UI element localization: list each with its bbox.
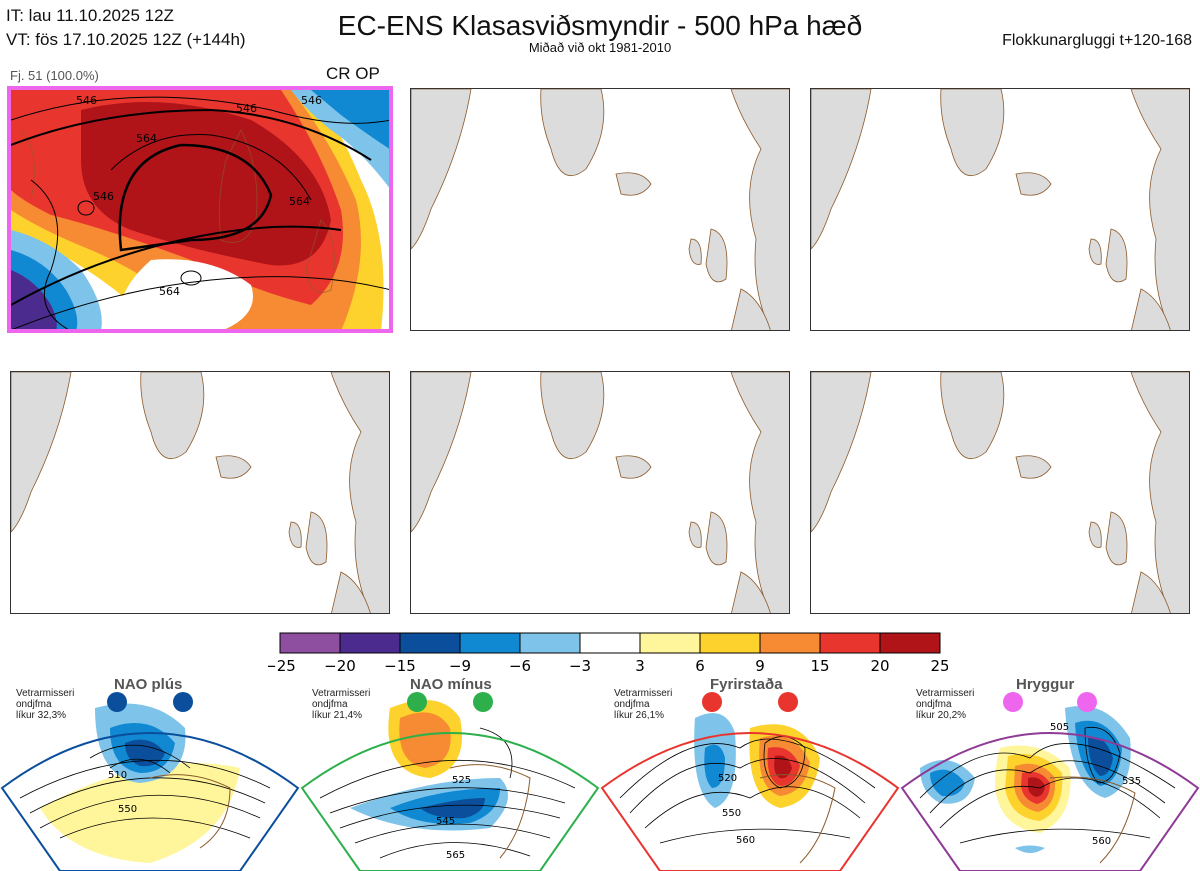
colorbar-swatch — [699, 632, 761, 654]
contour-label: 564 — [159, 285, 180, 298]
contour-label: 546 — [76, 94, 97, 107]
contour-label: 535 — [1122, 776, 1141, 787]
colorbar-tick-label: 9 — [755, 657, 765, 675]
regime-map-blocking: 520 550 560 — [600, 692, 900, 871]
colorbar-tick-label: 20 — [870, 657, 889, 675]
colorbar-swatch — [879, 632, 941, 654]
colorbar-tick-label: 25 — [930, 657, 948, 675]
contour-label: 520 — [718, 773, 737, 784]
colorbar-swatch — [759, 632, 821, 654]
colorbar-tick-label: −25 — [268, 657, 296, 675]
regime-name-blocking: Fyrirstaða — [710, 676, 783, 693]
cluster-map-5[interactable] — [410, 371, 790, 614]
page-title: EC-ENS Klasasviðsmyndir - 500 hPa hæð — [337, 10, 863, 41]
regime-name-nao-plus: NAO plús — [114, 676, 183, 693]
regime-note: Vetrarmisseri ondjfma líkur 26,1% — [614, 688, 673, 721]
basemap — [411, 89, 789, 330]
colorbar-tick-label: −9 — [449, 657, 471, 675]
regime-note: Vetrarmisseri ondjfma líkur 32,3% — [16, 688, 75, 721]
colorbar-tick-label: −3 — [569, 657, 591, 675]
cluster-map-3[interactable] — [810, 88, 1190, 331]
contour-label: 546 — [301, 94, 322, 107]
cluster-map-1[interactable]: 546 546 564 564 546 564 546 — [7, 86, 393, 333]
colorbar-tick-label: 6 — [695, 657, 705, 675]
colorbar-tick-label: −20 — [324, 657, 356, 675]
colorbar-swatch — [399, 632, 461, 654]
colorbar-swatch — [459, 632, 521, 654]
colorbar-swatch — [819, 632, 881, 654]
colorbar-swatch — [519, 632, 581, 654]
contour-label: 564 — [136, 132, 157, 145]
contour-label: 505 — [1050, 722, 1069, 733]
contour-label: 525 — [452, 775, 471, 786]
contour-label: 545 — [436, 816, 455, 827]
regime-map-nao-minus: 525 545 565 — [300, 692, 600, 871]
regime-map-ridge: 505 535 560 — [900, 692, 1200, 871]
cluster-map-4[interactable] — [10, 371, 390, 614]
contour-label: 560 — [736, 835, 755, 846]
anomaly-colorbar: −25 −20 −15 −9 −6 −3 3 6 9 15 20 25 — [264, 631, 950, 675]
regime-note: Vetrarmisseri ondjfma líkur 20,2% — [916, 688, 975, 721]
contour-label: 510 — [108, 770, 127, 781]
colorbar-swatch — [639, 632, 701, 654]
basemap — [811, 89, 1189, 330]
climate-reference: Miðað við okt 1981-2010 — [528, 40, 672, 55]
member-count-label: Fj. 51 (100.0%) — [10, 68, 99, 83]
colorbar-swatch — [279, 632, 341, 654]
colorbar-tick-label: −15 — [384, 657, 416, 675]
colorbar-swatch — [339, 632, 401, 654]
valid-time: VT: fös 17.10.2025 12Z (+144h) — [6, 30, 246, 49]
colorbar-tick-label: −6 — [509, 657, 531, 675]
colorbar-tick-label: 15 — [810, 657, 829, 675]
colorbar-tick-label: 3 — [635, 657, 645, 675]
contour-label: 550 — [118, 804, 137, 815]
basemap — [811, 372, 1189, 613]
cluster-map-1-svg: 546 546 564 564 546 564 546 — [11, 90, 389, 329]
cluster-map-2[interactable] — [410, 88, 790, 331]
regime-name-nao-minus: NAO mínus — [410, 676, 492, 693]
colorbar-svg: −25 −20 −15 −9 −6 −3 3 6 9 15 20 25 — [264, 632, 950, 675]
contour-label: 564 — [289, 195, 310, 208]
contour-label: 550 — [722, 808, 741, 819]
basemap — [11, 372, 389, 613]
regime-strip: Vetrarmisseri ondjfma líkur 32,3% NAO plús… — [0, 676, 1200, 871]
cluster-map-6[interactable] — [810, 371, 1190, 614]
regime-map-nao-plus: 510 550 — [0, 692, 300, 871]
control-operational-marker: CR OP — [326, 64, 380, 83]
contour-label: 546 — [236, 102, 257, 115]
contour-label: 560 — [1092, 836, 1111, 847]
contour-label: 546 — [93, 190, 114, 203]
basemap — [411, 372, 789, 613]
contour-label: 565 — [446, 850, 465, 861]
regime-name-ridge: Hryggur — [1016, 676, 1075, 693]
classification-window: Flokkunargluggi t+120-168 — [1002, 32, 1192, 49]
colorbar-swatch — [579, 632, 641, 654]
regime-note: Vetrarmisseri ondjfma líkur 21,4% — [312, 688, 371, 721]
initial-time: IT: lau 11.10.2025 12Z — [6, 6, 174, 25]
